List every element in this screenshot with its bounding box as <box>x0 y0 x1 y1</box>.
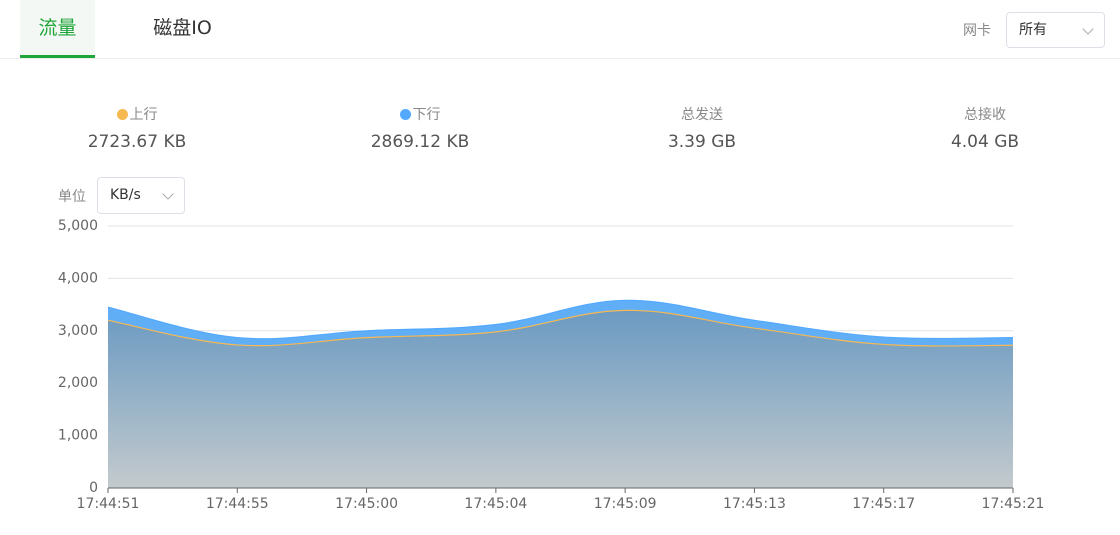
stat-label: 下行 <box>412 107 441 123</box>
nic-label: 网卡 <box>963 23 991 39</box>
nic-select[interactable]: 所有 <box>1006 12 1105 48</box>
unit-value: KB/s <box>110 187 141 203</box>
legend-dot <box>116 109 128 120</box>
x-tick-label: 17:44:55 <box>206 496 269 512</box>
line <box>107 299 1014 340</box>
stat-label: 总接收 <box>964 107 1006 123</box>
tab[interactable]: 磁盘IO <box>153 17 212 39</box>
x-tick-label: 17:45:04 <box>464 496 527 512</box>
y-tick-label: 0 <box>89 480 98 496</box>
x-tick-label: 17:44:51 <box>77 496 140 512</box>
x-tick-label: 17:45:17 <box>852 496 915 512</box>
stat: 总发送 3.39 GB <box>602 104 802 152</box>
nic-value: 所有 <box>1019 22 1047 38</box>
tab[interactable]: 流量 <box>20 0 95 58</box>
y-tick-label: 5,000 <box>58 218 98 234</box>
stat-value: 2869.12 KB <box>370 132 470 152</box>
stat-label: 上行 <box>129 107 158 123</box>
divider <box>0 58 1120 59</box>
stat-value: 2723.67 KB <box>87 132 187 152</box>
y-tick-label: 4,000 <box>58 270 98 286</box>
stat: 上行 2723.67 KB <box>37 104 237 152</box>
x-tick-label: 17:45:09 <box>594 496 657 512</box>
x-tick-label: 17:45:00 <box>335 496 398 512</box>
stat-value: 4.04 GB <box>950 132 1020 152</box>
unit-label: 单位 <box>58 189 86 205</box>
stat-value: 3.39 GB <box>667 132 737 152</box>
stat: 下行 2869.12 KB <box>320 104 520 152</box>
y-tick-label: 2,000 <box>58 375 98 391</box>
y-tick-label: 1,000 <box>58 428 98 444</box>
stat: 总接收 4.04 GB <box>885 104 1085 152</box>
line <box>107 309 1014 347</box>
x-tick-label: 17:45:21 <box>982 496 1045 512</box>
area <box>108 310 1013 488</box>
unit-select[interactable]: KB/s <box>97 177 185 214</box>
y-tick-label: 3,000 <box>58 323 98 339</box>
x-tick-label: 17:45:13 <box>723 496 786 512</box>
stat-label: 总发送 <box>681 107 723 123</box>
legend-dot <box>399 109 411 120</box>
